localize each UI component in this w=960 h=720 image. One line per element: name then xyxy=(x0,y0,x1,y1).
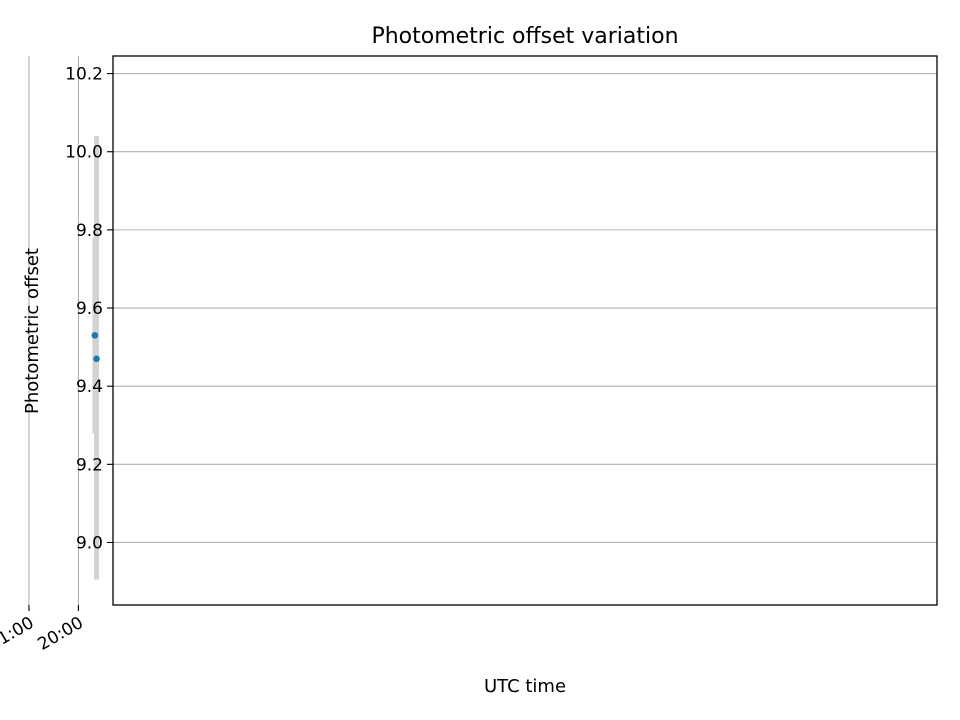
y-tick-label: 9.6 xyxy=(76,299,103,319)
y-axis-label: Photometric offset xyxy=(22,248,43,414)
data-point xyxy=(91,332,99,339)
axis-ticks: 20:0021:0022:0023:0000:0001:0002:009.09.… xyxy=(0,65,113,655)
data-point xyxy=(93,355,100,363)
x-axis-label: UTC time xyxy=(484,676,566,697)
y-tick-label: 9.4 xyxy=(76,377,103,397)
grid-lines xyxy=(28,56,937,605)
y-tick-label: 9.2 xyxy=(76,455,103,475)
data-points xyxy=(91,332,100,363)
y-tick-label: 10.2 xyxy=(65,65,103,85)
plot-frame xyxy=(112,55,938,606)
y-tick-label: 9.0 xyxy=(76,533,103,553)
y-tick-label: 10.0 xyxy=(65,143,103,163)
y-tick-label: 9.8 xyxy=(76,221,103,241)
chart-title: Photometric offset variation xyxy=(371,24,678,49)
